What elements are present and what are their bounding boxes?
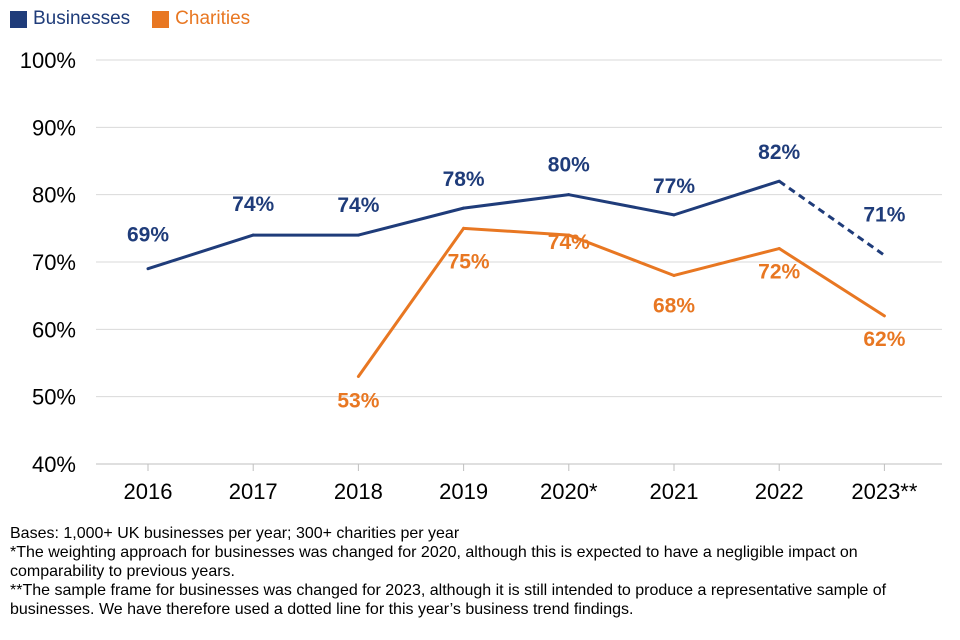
weighting-note: *The weighting approach for businesses w… [10, 544, 858, 580]
y-tick-label-40: 40% [32, 452, 76, 477]
x-tick-label-7: 2023** [851, 479, 918, 504]
data-label-businesses-4: 80% [548, 154, 590, 177]
data-label-charities-5: 68% [653, 294, 695, 317]
footnotes: Bases: 1,000+ UK businesses per year; 30… [10, 524, 952, 619]
data-label-charities-6: 72% [758, 261, 800, 284]
legend-item-businesses: Businesses [10, 8, 130, 30]
series-0-segment-5 [672, 179, 781, 217]
sample-frame-note: **The sample frame for businesses was ch… [10, 582, 887, 618]
legend-label-businesses: Businesses [33, 8, 131, 29]
x-tick-label-5: 2021 [650, 479, 699, 504]
series-1-segment-2 [356, 226, 466, 378]
data-label-charities-4: 74% [548, 231, 590, 254]
legend-item-charities: Charities [152, 8, 250, 30]
bases-note: Bases: 1,000+ UK businesses per year; 30… [10, 525, 460, 542]
legend-swatch-businesses [10, 10, 27, 28]
y-tick-label-100: 100% [20, 48, 76, 73]
x-tick-label-1: 2017 [229, 479, 278, 504]
legend: Businesses Charities [10, 8, 272, 30]
data-label-charities-3: 75% [448, 250, 490, 273]
data-label-charities-2: 53% [337, 389, 379, 412]
y-tick-label-70: 70% [32, 250, 76, 275]
y-tick-label-50: 50% [32, 385, 76, 410]
data-label-businesses-2: 74% [337, 194, 379, 217]
y-tick-label-90: 90% [32, 115, 76, 140]
series-1-segment-5 [672, 247, 781, 277]
x-tick-label-6: 2022 [755, 479, 804, 504]
series-1-segment-6 [777, 247, 886, 318]
series-0-segment-0 [146, 233, 255, 271]
x-tick-label-2: 2018 [334, 479, 383, 504]
line-chart: 40% 50% 60% 70% 80% 90% 100% 2016 2017 2018 2019 20… [20, 48, 942, 504]
legend-swatch-charities [152, 10, 170, 28]
series-1-segment-3 [462, 226, 571, 237]
data-label-businesses-5: 77% [653, 175, 695, 198]
y-tick-label-60: 60% [32, 317, 76, 342]
legend-label-charities: Charities [175, 8, 251, 29]
series-0-segment-3 [462, 193, 571, 210]
x-tick-label-4: 2020* [540, 479, 598, 504]
data-label-businesses-0: 69% [127, 224, 169, 247]
data-label-businesses-3: 78% [443, 168, 485, 191]
data-label-businesses-1: 74% [232, 193, 274, 216]
x-tick-label-0: 2016 [124, 479, 173, 504]
x-tick-label-3: 2019 [439, 479, 488, 504]
y-tick-label-80: 80% [32, 183, 76, 208]
data-label-charities-7: 62% [863, 328, 905, 351]
series-1-segment-4 [567, 233, 676, 277]
series-0-segment-4 [567, 193, 676, 217]
series-0-segment-6 [778, 179, 886, 257]
data-label-businesses-7: 71% [863, 203, 905, 226]
series-0-segment-2 [356, 206, 466, 237]
data-label-businesses-6: 82% [758, 141, 800, 164]
